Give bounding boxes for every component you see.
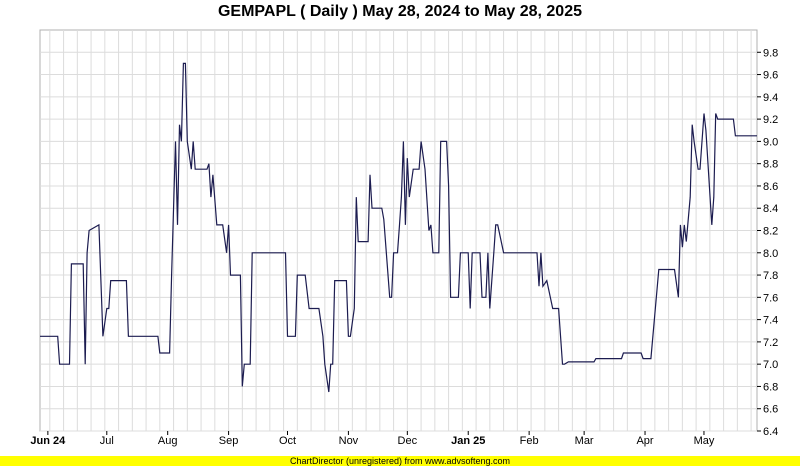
grid-lines [40,30,757,432]
y-tick-label: 6.4 [763,426,778,438]
x-tick-label: Apr [636,435,653,447]
y-axis-ticks: 6.4 6.6 6.8 7.0 7.2 7.4 7.6 7.8 8.0 8.2 8.4 8.6 8.8 9… [757,47,778,438]
x-tick-label: Dec [398,435,418,447]
y-tick-label: 8.6 [763,181,778,193]
y-tick-label: 7.0 [763,359,778,371]
y-tick-label: 7.8 [763,270,778,282]
x-tick-label: Nov [339,435,359,447]
y-tick-label: 7.6 [763,292,778,304]
x-tick-label: Oct [279,435,296,447]
x-tick-label: Jan 25 [451,435,485,447]
price-series-line [40,62,757,393]
x-tick-label: Feb [520,435,539,447]
x-tick-label: Sep [219,435,239,447]
y-tick-label: 7.2 [763,337,778,349]
x-tick-label: Jul [100,435,114,447]
y-tick-label: 8.8 [763,159,778,171]
y-tick-label: 8.4 [763,203,778,215]
x-tick-label: Mar [575,435,594,447]
y-tick-label: 8.0 [763,248,778,260]
y-tick-label: 6.6 [763,404,778,416]
watermark-footer: ChartDirector (unregistered) from www.ad… [0,456,800,466]
y-tick-label: 8.2 [763,226,778,238]
y-tick-label: 9.8 [763,47,778,59]
x-axis-ticks: Jun 24 Jul Aug Sep Oct Nov Dec Jan 25 Feb Mar Apr M… [30,431,715,447]
y-tick-label: 9.6 [763,70,778,82]
y-tick-label: 6.8 [763,381,778,393]
y-tick-label: 7.4 [763,315,778,327]
x-tick-label: May [694,435,715,447]
x-tick-label: Jun 24 [30,435,66,447]
y-tick-label: 9.0 [763,136,778,148]
y-tick-label: 9.4 [763,92,778,104]
chart-title: GEMPAPL ( Daily ) May 28, 2024 to May 28… [217,3,582,20]
y-tick-label: 9.2 [763,114,778,126]
x-tick-label: Aug [158,435,178,447]
